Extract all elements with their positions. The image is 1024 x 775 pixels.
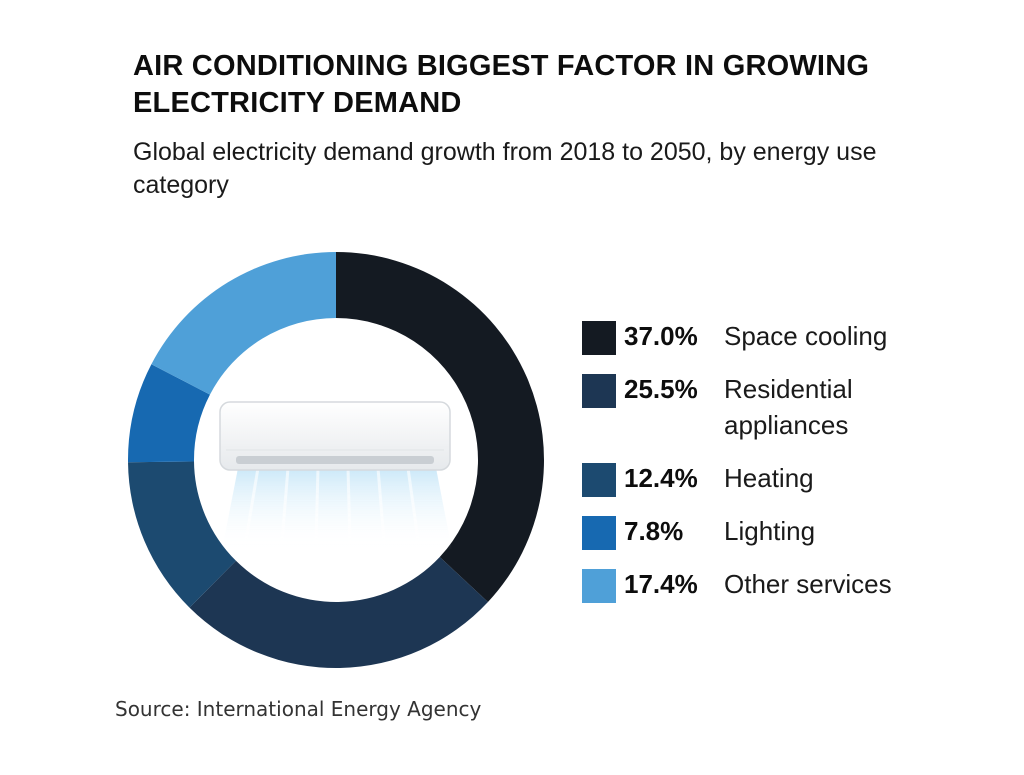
air-conditioner-icon [219, 401, 452, 550]
legend-label: Other services [724, 569, 892, 599]
donut-slices [128, 252, 544, 668]
donut-slice-other-services [151, 252, 336, 395]
source-note: Source: International Energy Agency [115, 697, 482, 721]
legend-value: 25.5% [624, 374, 698, 404]
legend-label: Heating [724, 463, 814, 493]
legend-item-space-cooling: 37.0% Space cooling [582, 318, 1002, 355]
donut-slice-space-cooling [336, 252, 544, 603]
legend-item-lighting: 7.8% Lighting [582, 513, 1002, 550]
legend-item-residential-appliances: 25.5% Residential appliances [582, 371, 1002, 443]
legend-item-heating: 12.4% Heating [582, 460, 1002, 497]
legend-swatch [582, 463, 616, 497]
legend-swatch [582, 321, 616, 355]
legend-value: 12.4% [624, 463, 698, 493]
donut-slice-heating [128, 461, 236, 608]
legend-swatch [582, 516, 616, 550]
legend-label: Lighting [724, 516, 816, 546]
legend-item-other-services: 17.4% Other services [582, 566, 1002, 603]
legend-value: 17.4% [624, 569, 698, 599]
chart-subtitle: Global electricity demand growth from 20… [133, 138, 877, 199]
legend-swatch [582, 374, 616, 408]
legend-label: Space cooling [724, 321, 888, 351]
legend-label: Residential appliances [724, 374, 853, 440]
chart-title: AIR CONDITIONING BIGGEST FACTOR IN GROWI… [133, 50, 870, 119]
legend: 37.0% Space cooling 25.5% Residential ap… [582, 318, 1002, 619]
donut-slice-lighting [128, 364, 210, 463]
legend-value: 37.0% [624, 321, 698, 351]
donut-slice-residential-appliances [189, 556, 488, 668]
donut-chart [128, 252, 544, 668]
legend-swatch [582, 569, 616, 603]
legend-value: 7.8% [624, 516, 684, 546]
